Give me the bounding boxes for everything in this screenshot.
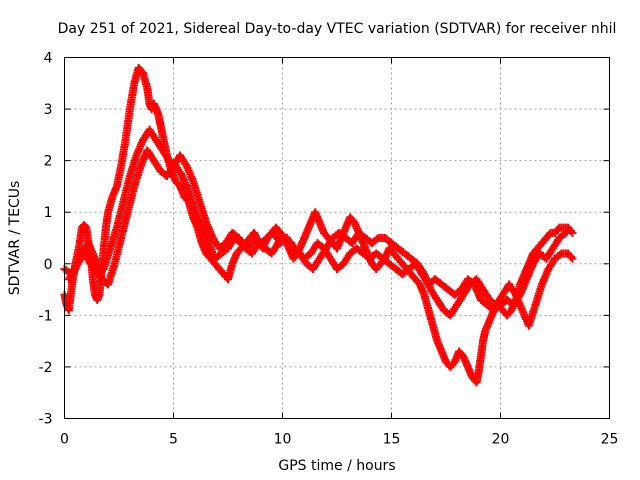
y-tick-label: -1 [39,308,53,324]
y-tick-label: 2 [44,154,53,170]
y-tick-label: 0 [44,257,53,273]
data-point [555,250,564,259]
axis-ticks: 0 5 10 15 20 25 -3 -2 -1 0 1 2 3 4 [39,51,619,448]
x-tick-label: 5 [169,432,178,448]
y-tick-label: 1 [44,205,53,221]
x-tick-label: 10 [274,432,292,448]
y-axis-label: SDTVAR / TECUs [7,181,23,296]
series-track-c [64,146,570,315]
x-tick-label: 0 [60,432,69,448]
chart-title: Day 251 of 2021, Sidereal Day-to-day VTE… [58,21,617,37]
y-tick-label: -3 [39,412,53,428]
y-tick-label: -2 [39,360,53,376]
y-tick-label: 3 [44,102,53,118]
y-tick-label: 4 [44,51,53,67]
data-point [560,230,569,239]
x-tick-label: 20 [492,432,510,448]
x-axis-label: GPS time / hours [278,458,395,474]
data-point [561,228,570,237]
x-tick-label: 15 [383,432,401,448]
data-point [568,254,577,263]
x-tick-label: 25 [601,432,619,448]
data-markers [60,63,577,387]
data-point [372,235,381,244]
plot-frame [64,57,610,419]
